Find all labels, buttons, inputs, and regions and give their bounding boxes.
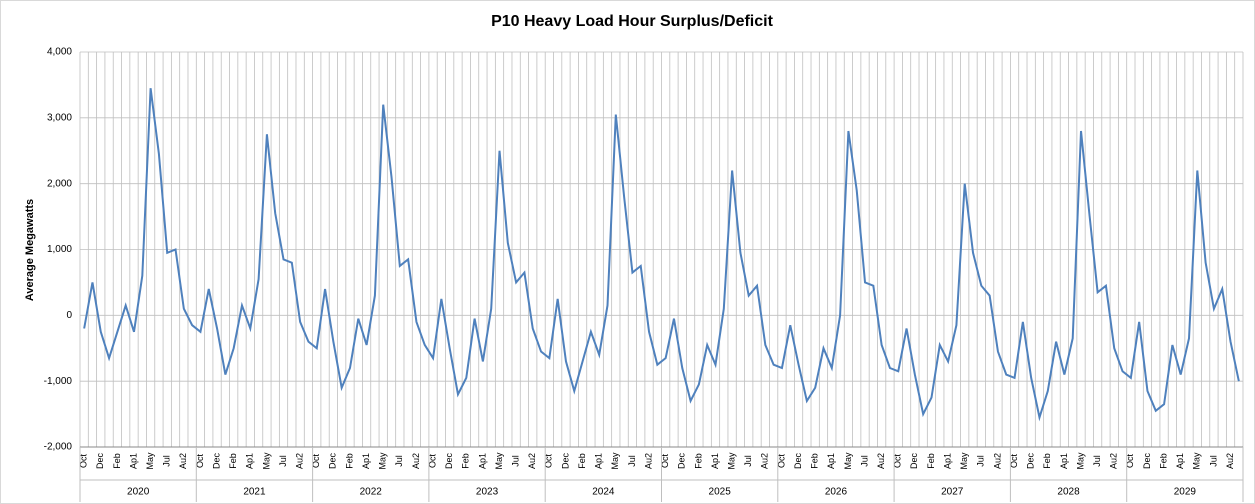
group-label: 2021 — [243, 487, 266, 498]
x-tick-label: Oct — [660, 454, 670, 469]
x-tick-label: Au2 — [411, 453, 421, 469]
x-tick-label: Jul — [511, 455, 521, 467]
x-tick-label: Ap1 — [826, 453, 836, 469]
x-tick-label: Au2 — [178, 453, 188, 469]
x-tick-label: Jul — [1092, 455, 1102, 467]
x-tick-label: Ap1 — [1059, 453, 1069, 469]
group-label: 2027 — [941, 487, 964, 498]
x-tick-label: Jul — [162, 455, 172, 467]
group-label: 2026 — [825, 487, 848, 498]
x-tick-label: May — [378, 452, 388, 470]
x-tick-label: Au2 — [295, 453, 305, 469]
x-tick-label: Oct — [1125, 454, 1135, 469]
x-tick-label: Jul — [976, 455, 986, 467]
x-tick-label: Jul — [627, 455, 637, 467]
x-tick-label: Jul — [743, 455, 753, 467]
x-tick-label: Feb — [228, 453, 238, 469]
x-tick-label: Oct — [195, 454, 205, 469]
x-tick-label: Ap1 — [1175, 453, 1185, 469]
x-tick-label: Ap1 — [594, 453, 604, 469]
x-tick-label: Dec — [444, 453, 454, 470]
x-tick-label: May — [494, 452, 504, 470]
x-tick-label: Feb — [112, 453, 122, 469]
x-tick-label: Feb — [1158, 453, 1168, 469]
data-line — [83, 88, 1240, 422]
x-tick-label: Ap1 — [245, 453, 255, 469]
x-tick-label: May — [610, 452, 620, 470]
x-tick-label: Dec — [793, 453, 803, 470]
x-tick-label: May — [726, 452, 736, 470]
group-label: 2028 — [1057, 487, 1080, 498]
y-tick-label: -1,000 — [44, 376, 73, 387]
x-tick-label: Au2 — [527, 453, 537, 469]
x-tick-label: Oct — [776, 454, 786, 469]
y-tick-label: -2,000 — [44, 442, 73, 453]
x-tick-label: Feb — [926, 453, 936, 469]
x-tick-label: Dec — [909, 453, 919, 470]
x-tick-label: May — [1075, 452, 1085, 470]
y-axis-title: Average Megawatts — [24, 199, 36, 301]
x-tick-label: Feb — [344, 453, 354, 469]
x-tick-label: Dec — [328, 453, 338, 470]
x-tick-label: May — [1192, 452, 1202, 470]
x-tick-label: Feb — [577, 453, 587, 469]
x-tick-label: Au2 — [992, 453, 1002, 469]
x-tick-label: Oct — [79, 454, 89, 469]
x-tick-label: Au2 — [760, 453, 770, 469]
x-tick-label: Au2 — [1225, 453, 1235, 469]
x-tick-label: May — [145, 452, 155, 470]
x-tick-label: Feb — [810, 453, 820, 469]
x-tick-label: Oct — [893, 454, 903, 469]
x-tick-label: Feb — [461, 453, 471, 469]
x-tick-label: Jul — [278, 455, 288, 467]
x-tick-label: Ap1 — [361, 453, 371, 469]
x-tick-label: Ap1 — [477, 453, 487, 469]
x-tick-label: Oct — [1009, 454, 1019, 469]
group-label: 2023 — [476, 487, 499, 498]
x-tick-label: Oct — [544, 454, 554, 469]
x-tick-label: Ap1 — [942, 453, 952, 469]
x-tick-label: Au2 — [876, 453, 886, 469]
x-tick-label: Ap1 — [710, 453, 720, 469]
x-tick-label: Feb — [1042, 453, 1052, 469]
group-label: 2020 — [127, 487, 150, 498]
x-tick-label: Jul — [1208, 455, 1218, 467]
x-tick-label: Dec — [677, 453, 687, 470]
x-tick-label: Dec — [1026, 453, 1036, 470]
x-tick-label: Jul — [859, 455, 869, 467]
group-label: 2025 — [709, 487, 732, 498]
y-tick-label: 3,000 — [47, 112, 72, 123]
y-tick-label: 1,000 — [47, 244, 72, 255]
x-tick-label: Ap1 — [128, 453, 138, 469]
x-tick-label: May — [261, 452, 271, 470]
x-tick-label: May — [959, 452, 969, 470]
x-tick-label: Jul — [394, 455, 404, 467]
x-tick-label: Dec — [211, 453, 221, 470]
x-tick-label: Dec — [95, 453, 105, 470]
x-tick-label: Au2 — [643, 453, 653, 469]
group-label: 2029 — [1174, 487, 1197, 498]
group-label: 2022 — [360, 487, 383, 498]
x-tick-label: Dec — [1142, 453, 1152, 470]
y-tick-label: 4,000 — [47, 47, 72, 58]
group-label: 2024 — [592, 487, 615, 498]
x-tick-label: Oct — [427, 454, 437, 469]
x-tick-label: Dec — [560, 453, 570, 470]
y-tick-label: 0 — [66, 310, 72, 321]
x-tick-label: May — [843, 452, 853, 470]
x-tick-label: Au2 — [1109, 453, 1119, 469]
x-tick-label: Feb — [693, 453, 703, 469]
chart-title: P10 Heavy Load Hour Surplus/Deficit — [491, 13, 774, 30]
x-tick-label: Oct — [311, 454, 321, 469]
y-tick-label: 2,000 — [47, 178, 72, 189]
